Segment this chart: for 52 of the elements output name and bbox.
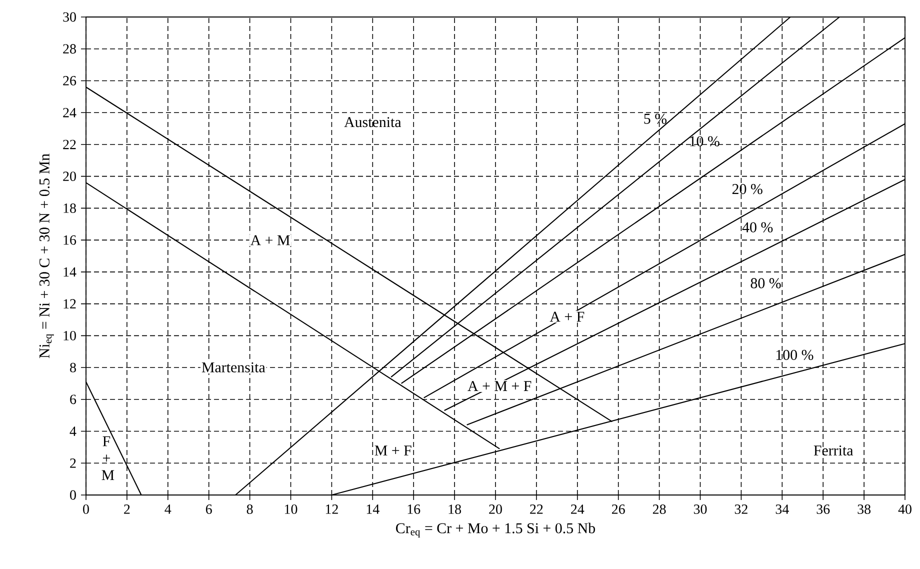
y-tick-label: 30 <box>63 12 76 22</box>
x-tick-label: 18 <box>448 504 461 514</box>
y-tick-label: 0 <box>70 490 76 500</box>
x-tick-label: 30 <box>694 504 707 514</box>
y-axis-title: Ni$_{eq}$ = Ni + 30 C + 30 N + 0.5 Mn <box>39 154 54 358</box>
annotation: Martensita <box>202 362 266 372</box>
annotation: A + F <box>550 312 584 322</box>
x-tick-label: 8 <box>246 504 253 514</box>
y-tick-label: 8 <box>70 362 76 372</box>
x-tick-label: 12 <box>326 504 338 514</box>
annotation: Ferrita <box>814 446 854 456</box>
y-tick-label: 20 <box>63 172 76 182</box>
x-tick-label: 22 <box>530 504 543 514</box>
y-tick-label: 22 <box>63 140 76 150</box>
x-tick-label: 26 <box>612 504 625 514</box>
x-tick-label: 16 <box>408 504 420 514</box>
y-tick-label: 12 <box>64 299 76 308</box>
annotation: 20 % <box>732 184 762 194</box>
x-axis-title: Cr$_{eq}$ = Cr + Mo + 1.5 Si + 0.5 Nb <box>396 522 596 538</box>
x-tick-label: 40 <box>898 504 912 514</box>
x-tick-label: 34 <box>776 504 789 514</box>
annotation: A + M + F <box>468 381 532 391</box>
y-tick-label: 2 <box>70 458 76 468</box>
x-tick-label: 24 <box>571 504 584 514</box>
x-tick-label: 14 <box>366 504 380 514</box>
annotation: A + M <box>250 235 290 246</box>
x-tick-label: 28 <box>652 504 666 514</box>
y-tick-label: 6 <box>70 394 76 404</box>
x-tick-label: 0 <box>83 504 89 514</box>
y-tick-label: 14 <box>64 267 76 277</box>
annotation: 100 % <box>776 350 814 360</box>
annotation: M + F <box>374 446 412 456</box>
y-tick-label: 16 <box>64 235 76 245</box>
y-tick-label: 4 <box>70 426 76 436</box>
y-tick-label: 18 <box>64 203 76 213</box>
x-tick-label: 32 <box>734 504 748 514</box>
y-tick-label: 24 <box>63 108 76 118</box>
x-tick-label: 10 <box>284 504 298 514</box>
annotation: 40 % <box>742 222 773 232</box>
annotation: 10 % <box>690 136 720 146</box>
annotation: 80 % <box>750 278 781 288</box>
x-tick-label: 20 <box>489 504 502 514</box>
x-tick-label: 4 <box>164 504 172 514</box>
x-tick-label: 36 <box>816 504 830 514</box>
x-tick-label: 38 <box>858 504 870 514</box>
x-tick-label: 2 <box>124 504 130 514</box>
annotation: F + M <box>102 436 114 480</box>
x-tick-label: 6 <box>206 504 212 514</box>
y-tick-label: 26 <box>63 76 76 86</box>
y-tick-label: 28 <box>63 44 76 54</box>
y-tick-label: 10 <box>64 330 76 340</box>
annotation: Austenita <box>344 117 402 128</box>
